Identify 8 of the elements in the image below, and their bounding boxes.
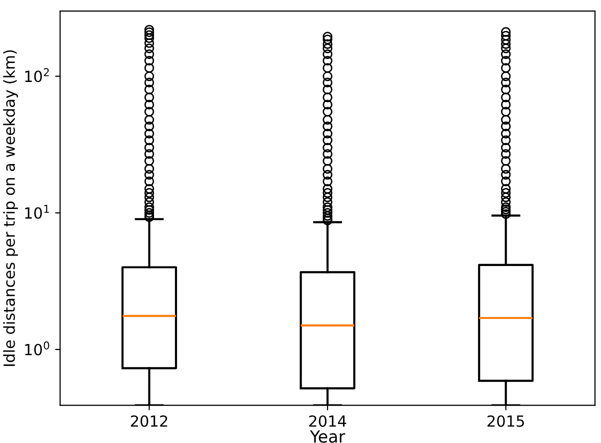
x-axis-title: Year <box>310 430 346 443</box>
y-tick-label: 10$^{1}$ <box>25 204 49 219</box>
x-tick-label: 2015 <box>488 415 524 427</box>
x-tick-label: 2014 <box>309 415 346 427</box>
x-tick-label: 2012 <box>130 415 168 427</box>
y-tick-label: 10$^{2}$ <box>25 68 49 82</box>
y-tick-label: 10$^{0}$ <box>25 341 50 356</box>
y-axis-title: Idle distances per trip on a weekday (km) <box>3 50 18 366</box>
